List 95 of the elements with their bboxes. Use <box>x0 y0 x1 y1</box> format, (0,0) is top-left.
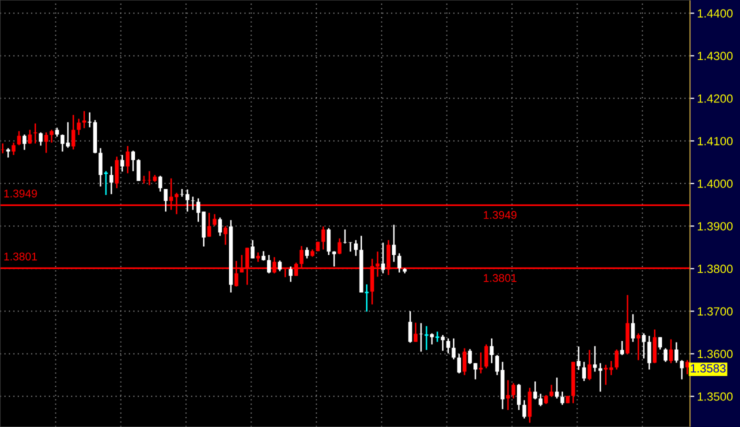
y-tick-label: 1.4300 <box>698 52 733 60</box>
candlestick <box>414 322 418 343</box>
candlestick <box>620 340 624 356</box>
y-tick-label: 1.3500 <box>698 392 733 401</box>
candlestick <box>440 334 445 352</box>
candlestick <box>131 150 136 172</box>
candlestick <box>256 252 260 263</box>
candlestick <box>614 348 619 370</box>
candlestick <box>408 310 412 344</box>
candlestick <box>76 118 81 136</box>
candlestick <box>468 348 472 365</box>
candlestick <box>136 158 140 182</box>
candlestick <box>598 362 602 392</box>
y-tick-label: 1.4400 <box>698 9 733 18</box>
candlestick <box>338 238 342 255</box>
candlestick <box>6 147 10 158</box>
candlestick <box>158 175 162 192</box>
candlestick <box>120 154 124 172</box>
candlestick <box>17 130 21 146</box>
candlestick <box>98 147 102 188</box>
candlestick <box>321 226 326 250</box>
text: 1.3583 <box>690 364 726 373</box>
candlestick <box>126 145 130 174</box>
candlestick <box>516 383 521 411</box>
candlestick <box>28 129 32 145</box>
candlestick <box>224 225 228 246</box>
candlestick <box>114 156 119 189</box>
candlestick <box>109 166 114 195</box>
candlestick <box>33 122 38 144</box>
candlestick <box>71 114 76 150</box>
ref-line-label: 1.3949 <box>484 211 516 219</box>
candlestick <box>278 260 282 272</box>
candlestick <box>538 393 542 407</box>
candlestick <box>522 399 526 420</box>
y-tick-label: 1.3700 <box>698 307 733 316</box>
candlestick <box>658 336 662 350</box>
candlestick <box>190 196 195 211</box>
candlestick <box>576 346 581 371</box>
candlestick <box>430 332 434 346</box>
candlestick <box>164 188 168 212</box>
y-tick-label: 1.4200 <box>698 94 733 103</box>
candlestick <box>446 338 450 354</box>
y-tick-label: 1.3900 <box>698 222 733 230</box>
candlestick <box>288 266 293 283</box>
candlestick <box>462 348 466 376</box>
candlestick <box>250 239 255 260</box>
candlestick <box>550 384 554 398</box>
candlestick <box>434 330 440 343</box>
candlestick <box>674 342 678 364</box>
candlestick <box>685 359 690 375</box>
candlestick <box>554 376 559 400</box>
candlestick <box>38 132 43 146</box>
ref-line-label: 1.3801 <box>484 274 516 282</box>
candlestick <box>582 361 586 382</box>
candlestick <box>642 332 646 360</box>
candlestick <box>44 132 48 154</box>
candlestick <box>664 348 668 363</box>
candlestick <box>593 345 597 372</box>
y-tick-label: 1.4000 <box>698 180 733 188</box>
candlestick <box>490 338 494 364</box>
y-tick-label: 1.4100 <box>698 136 733 146</box>
candlestick <box>196 198 200 222</box>
candlestick <box>588 349 592 381</box>
candlestick <box>12 142 16 156</box>
candlestick <box>392 224 396 263</box>
candlestick <box>381 242 385 274</box>
text: 1.3949 <box>4 190 37 198</box>
candlestick <box>533 380 538 400</box>
candlestick <box>103 170 109 196</box>
candlestick <box>267 254 271 274</box>
y-tick-label: 1.3600 <box>698 350 733 358</box>
candlestick <box>326 227 331 256</box>
candlestick <box>512 382 516 400</box>
candlestick <box>207 212 212 238</box>
candlestick <box>262 250 266 262</box>
candlestick <box>212 213 217 227</box>
text: 1.3801 <box>4 252 37 260</box>
candlestick <box>457 353 461 374</box>
candlestick <box>305 246 309 260</box>
candlestick <box>669 338 673 364</box>
y-tick-label: 1.3800 <box>698 264 733 274</box>
candlestick <box>354 239 358 257</box>
candlestick <box>680 359 684 380</box>
candlestick <box>332 250 336 268</box>
candlestick <box>631 313 635 343</box>
candlestick <box>609 360 614 376</box>
candlestick <box>50 129 54 144</box>
candlestick <box>484 344 488 369</box>
candlestick <box>0 142 5 154</box>
candlestick <box>22 134 26 151</box>
candlestick <box>473 362 478 380</box>
candlestick <box>636 332 640 361</box>
candlestick <box>218 216 222 237</box>
candlestick <box>506 379 510 411</box>
candlestick <box>647 335 652 370</box>
